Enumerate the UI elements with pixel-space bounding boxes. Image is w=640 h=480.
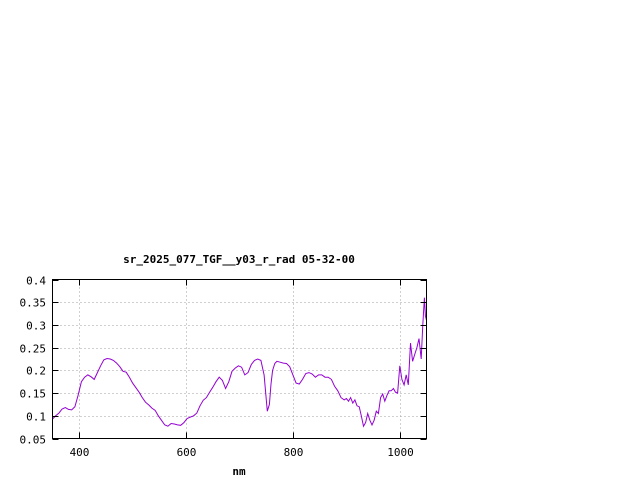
x-tick-label: 800 bbox=[284, 446, 304, 459]
y-tick-labels: 0.05 0.1 0.15 0.2 0.25 0.3 0.35 0.4 bbox=[20, 275, 47, 447]
tick-marks bbox=[52, 279, 427, 440]
series-layer bbox=[52, 297, 427, 428]
series-line bbox=[52, 297, 427, 428]
y-tick-label: 0.05 bbox=[20, 434, 47, 447]
y-tick-label: 0.1 bbox=[26, 411, 46, 424]
y-tick-label: 0.4 bbox=[26, 275, 46, 288]
x-tick-labels: 400 600 800 1000 bbox=[70, 446, 414, 459]
y-tick-label: 0.2 bbox=[26, 365, 46, 378]
plot-frame bbox=[52, 279, 427, 439]
grid-lines bbox=[52, 279, 427, 439]
x-tick-label: 1000 bbox=[387, 446, 414, 459]
y-tick-label: 0.35 bbox=[20, 297, 47, 310]
y-tick-label: 0.25 bbox=[20, 343, 47, 356]
x-axis-label: nm bbox=[232, 465, 246, 478]
x-tick-label: 600 bbox=[177, 446, 197, 459]
x-tick-label: 400 bbox=[70, 446, 90, 459]
y-tick-label: 0.3 bbox=[26, 320, 46, 333]
y-tick-label: 0.15 bbox=[20, 388, 47, 401]
chart-title: sr_2025_077_TGF__y03_r_rad 05-32-00 bbox=[123, 253, 355, 266]
